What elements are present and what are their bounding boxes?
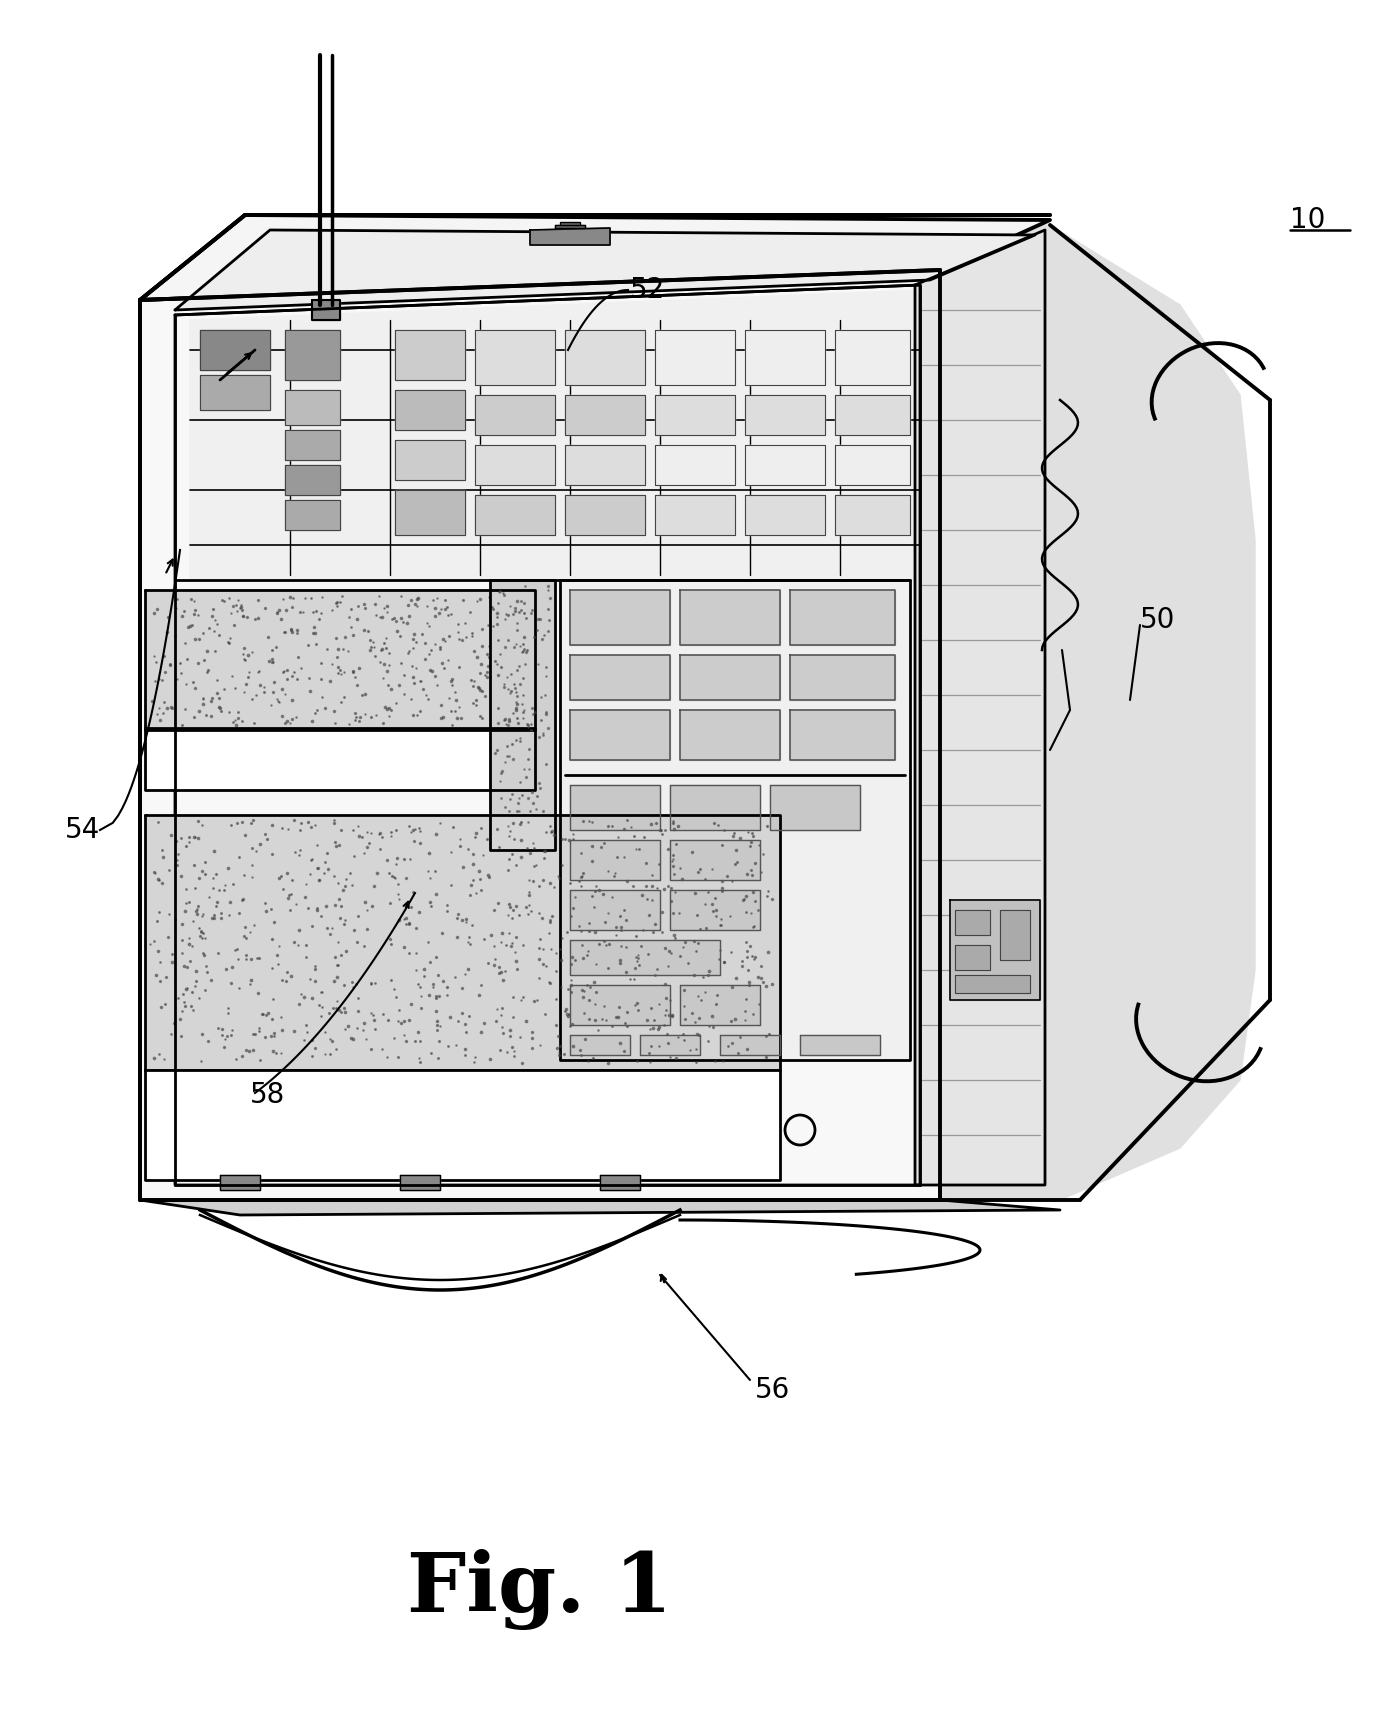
Polygon shape — [395, 330, 466, 380]
Polygon shape — [284, 330, 340, 380]
Text: 50: 50 — [1140, 606, 1175, 633]
Polygon shape — [744, 495, 825, 536]
Polygon shape — [284, 430, 340, 461]
Polygon shape — [565, 445, 645, 484]
Polygon shape — [145, 815, 781, 1070]
Polygon shape — [955, 911, 990, 935]
Polygon shape — [835, 445, 910, 484]
Polygon shape — [769, 786, 860, 830]
Polygon shape — [395, 490, 466, 536]
Polygon shape — [220, 1174, 261, 1190]
Polygon shape — [790, 656, 895, 700]
Polygon shape — [671, 786, 760, 830]
Polygon shape — [395, 390, 466, 430]
Polygon shape — [744, 395, 825, 435]
Polygon shape — [570, 940, 719, 976]
Polygon shape — [790, 710, 895, 760]
Polygon shape — [744, 445, 825, 484]
Polygon shape — [145, 728, 535, 789]
Polygon shape — [570, 890, 659, 930]
Polygon shape — [570, 786, 659, 830]
Polygon shape — [284, 500, 340, 531]
Polygon shape — [145, 591, 535, 729]
Polygon shape — [671, 890, 760, 930]
Polygon shape — [940, 224, 1255, 1200]
Polygon shape — [914, 229, 1046, 1185]
Polygon shape — [560, 580, 910, 1060]
Polygon shape — [570, 1036, 630, 1055]
Polygon shape — [680, 710, 781, 760]
Text: 56: 56 — [756, 1376, 790, 1404]
Text: 52: 52 — [630, 276, 665, 305]
Polygon shape — [949, 901, 1040, 1000]
Polygon shape — [565, 395, 645, 435]
Polygon shape — [835, 330, 910, 385]
Polygon shape — [395, 440, 466, 479]
Polygon shape — [475, 330, 555, 385]
Text: 54: 54 — [64, 817, 100, 844]
Polygon shape — [570, 591, 671, 645]
Polygon shape — [790, 591, 895, 645]
Polygon shape — [555, 224, 585, 228]
Polygon shape — [640, 1036, 700, 1055]
Polygon shape — [139, 1200, 1059, 1216]
Polygon shape — [560, 223, 580, 224]
Polygon shape — [800, 1036, 880, 1055]
Polygon shape — [400, 1174, 441, 1190]
Polygon shape — [570, 984, 671, 1025]
Polygon shape — [190, 289, 920, 580]
Polygon shape — [491, 580, 555, 849]
Polygon shape — [139, 216, 1050, 300]
Polygon shape — [570, 656, 671, 700]
Polygon shape — [955, 976, 1030, 993]
Polygon shape — [176, 229, 1034, 310]
Polygon shape — [835, 395, 910, 435]
Polygon shape — [530, 228, 611, 245]
Polygon shape — [719, 1036, 781, 1055]
Polygon shape — [599, 1174, 640, 1190]
Polygon shape — [145, 1070, 781, 1180]
Polygon shape — [655, 495, 735, 536]
Polygon shape — [284, 390, 340, 425]
Polygon shape — [680, 656, 781, 700]
Polygon shape — [955, 945, 990, 971]
Polygon shape — [199, 330, 270, 370]
Polygon shape — [999, 911, 1030, 960]
Polygon shape — [139, 270, 940, 1200]
Polygon shape — [475, 395, 555, 435]
Polygon shape — [655, 395, 735, 435]
Polygon shape — [744, 330, 825, 385]
Polygon shape — [475, 445, 555, 484]
Polygon shape — [570, 841, 659, 880]
Polygon shape — [475, 495, 555, 536]
Polygon shape — [655, 445, 735, 484]
Polygon shape — [312, 300, 340, 320]
Polygon shape — [284, 466, 340, 495]
Text: 10: 10 — [1289, 205, 1326, 235]
Polygon shape — [680, 984, 760, 1025]
Polygon shape — [565, 495, 645, 536]
Polygon shape — [680, 591, 781, 645]
Text: Fig. 1: Fig. 1 — [407, 1549, 672, 1630]
Polygon shape — [671, 841, 760, 880]
Text: 58: 58 — [250, 1080, 286, 1109]
Polygon shape — [199, 375, 270, 409]
Polygon shape — [565, 330, 645, 385]
Polygon shape — [655, 330, 735, 385]
Polygon shape — [570, 710, 671, 760]
Polygon shape — [835, 495, 910, 536]
